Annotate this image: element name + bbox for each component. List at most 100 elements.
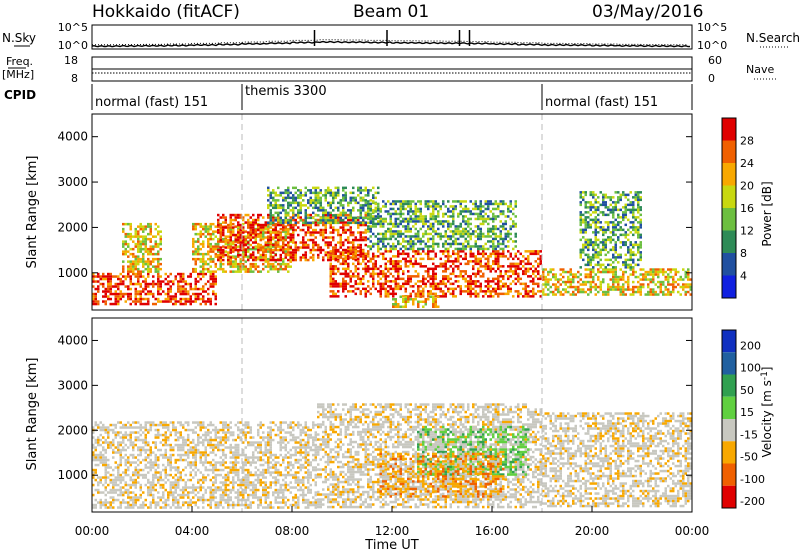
echo-cell	[137, 278, 140, 281]
echo-cell	[255, 238, 258, 241]
echo-cell	[280, 249, 283, 252]
echo-cell	[160, 285, 163, 288]
echo-cell	[620, 194, 623, 197]
echo-cell	[435, 273, 438, 276]
echo-cell	[510, 203, 513, 206]
echo-cell	[347, 239, 350, 242]
echo-cell	[327, 192, 330, 195]
echo-cell	[252, 241, 255, 244]
echo-cell	[375, 265, 378, 268]
echo-cell	[500, 200, 503, 203]
echo-cell	[100, 454, 103, 457]
echo-cell	[307, 259, 310, 262]
echo-cell	[395, 270, 398, 273]
echo-cell	[340, 239, 343, 242]
echo-cell	[160, 293, 163, 296]
echo-cell	[637, 209, 640, 212]
echo-cell	[180, 273, 183, 276]
echo-cell	[657, 286, 660, 289]
echo-cell	[420, 218, 423, 221]
echo-cell	[435, 275, 438, 278]
echo-cell	[257, 249, 260, 252]
echo-cell	[502, 240, 505, 243]
echo-cell	[140, 300, 143, 303]
echo-cell	[327, 189, 330, 192]
echo-cell	[335, 285, 338, 288]
echo-cell	[515, 205, 518, 208]
echo-cell	[155, 489, 158, 492]
echo-cell	[420, 238, 423, 241]
echo-cell	[567, 291, 570, 294]
echo-cell	[350, 226, 353, 229]
echo-cell	[142, 501, 145, 504]
echo-cell	[395, 293, 398, 296]
echo-cell	[412, 290, 415, 293]
echo-cell	[137, 298, 140, 301]
echo-cell	[607, 291, 610, 294]
echo-cell	[510, 218, 513, 221]
echo-cell	[367, 265, 370, 268]
echo-cell	[410, 248, 413, 251]
echo-cell	[585, 216, 588, 219]
echo-cell	[552, 291, 555, 294]
echo-cell	[360, 222, 363, 225]
echo-cell	[375, 223, 378, 226]
echo-cell	[427, 295, 430, 298]
echo-cell	[637, 264, 640, 267]
echo-cell	[147, 265, 150, 268]
echo-cell	[600, 251, 603, 254]
echo-cell	[127, 434, 130, 437]
echo-cell	[370, 240, 373, 243]
echo-cell	[365, 263, 368, 266]
echo-cell	[370, 203, 373, 206]
echo-cell	[537, 283, 540, 286]
echo-cell	[625, 209, 628, 212]
echo-cell	[157, 270, 160, 273]
echo-cell	[655, 273, 658, 276]
echo-cell	[352, 234, 355, 237]
echo-cell	[305, 241, 308, 244]
echo-cell	[357, 258, 360, 261]
echo-cell	[150, 469, 153, 472]
echo-cell	[267, 263, 270, 266]
echo-cell	[200, 248, 203, 251]
echo-cell	[475, 208, 478, 211]
echo-cell	[275, 234, 278, 237]
echo-cell	[492, 245, 495, 248]
echo-cell	[132, 499, 135, 502]
echo-cell	[637, 201, 640, 204]
echo-cell	[447, 288, 450, 291]
echo-cell	[302, 244, 305, 247]
echo-cell	[127, 295, 130, 298]
echo-cell	[190, 275, 193, 278]
echo-cell	[535, 250, 538, 253]
echo-cell	[285, 209, 288, 212]
echo-cell	[327, 204, 330, 207]
echo-cell	[585, 194, 588, 197]
echo-cell	[245, 244, 248, 247]
echo-cell	[147, 494, 150, 497]
echo-cell	[107, 464, 110, 467]
power-ytick-label-1: 2000	[57, 220, 88, 234]
echo-cell	[582, 259, 585, 262]
echo-cell	[125, 489, 128, 492]
echo-cell	[122, 499, 125, 502]
echo-cell	[235, 225, 238, 228]
echo-cell	[417, 285, 420, 288]
echo-cell	[590, 214, 593, 217]
echo-cell	[377, 280, 380, 283]
echo-cell	[437, 265, 440, 268]
echo-cell	[127, 245, 130, 248]
echo-cell	[230, 245, 233, 248]
echo-cell	[330, 285, 333, 288]
echo-cell	[127, 255, 130, 258]
echo-cell	[390, 208, 393, 211]
echo-cell	[375, 235, 378, 238]
echo-cell	[415, 253, 418, 256]
echo-cell	[237, 229, 240, 232]
echo-cell	[107, 285, 110, 288]
echo-cell	[607, 229, 610, 232]
echo-cell	[452, 260, 455, 263]
echo-cell	[435, 205, 438, 208]
echo-cell	[512, 208, 515, 211]
